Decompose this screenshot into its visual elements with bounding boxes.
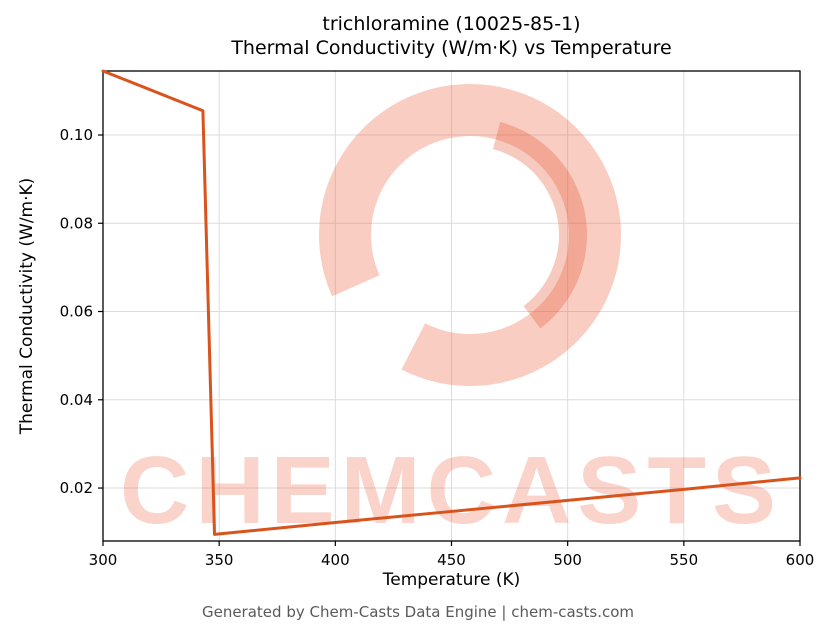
- x-tick-label: 500: [553, 551, 582, 569]
- tick-label-layer: 300 350 400 450 500 550 600 0.02 0.04 0.06 0.08 0.1…: [60, 126, 815, 569]
- x-tick-label: 350: [205, 551, 234, 569]
- x-axis-label: Temperature (K): [382, 570, 521, 590]
- chart-title: trichloramine (10025-85-1) Thermal Condu…: [103, 12, 800, 60]
- chart-title-line1: trichloramine (10025-85-1): [322, 13, 581, 35]
- y-tick-label: 0.08: [60, 214, 93, 232]
- x-tick-label: 550: [670, 551, 699, 569]
- series-layer: [101, 69, 802, 536]
- y-axis-label: Thermal Conductivity (W/m·K): [17, 177, 37, 435]
- grid-layer: [102, 71, 801, 541]
- y-tick-label: 0.06: [60, 303, 93, 321]
- x-tick-label: 400: [321, 551, 350, 569]
- y-tick-label: 0.02: [60, 479, 93, 497]
- chemcasts-logo-ring: [319, 84, 621, 386]
- y-tick-label: 0.04: [60, 391, 93, 409]
- x-tick-label: 300: [89, 551, 118, 569]
- axes-layer: [98, 70, 801, 546]
- data-line: [101, 69, 802, 536]
- y-tick-label: 0.10: [60, 126, 93, 144]
- chemcasts-logo-ring-accent: [353, 118, 587, 352]
- footer-attribution: Generated by Chem-Casts Data Engine | ch…: [201, 603, 635, 621]
- x-tick-label: 600: [786, 551, 815, 569]
- chart-title-line2: Thermal Conductivity (W/m·K) vs Temperat…: [231, 37, 672, 59]
- x-tick-label: 450: [437, 551, 466, 569]
